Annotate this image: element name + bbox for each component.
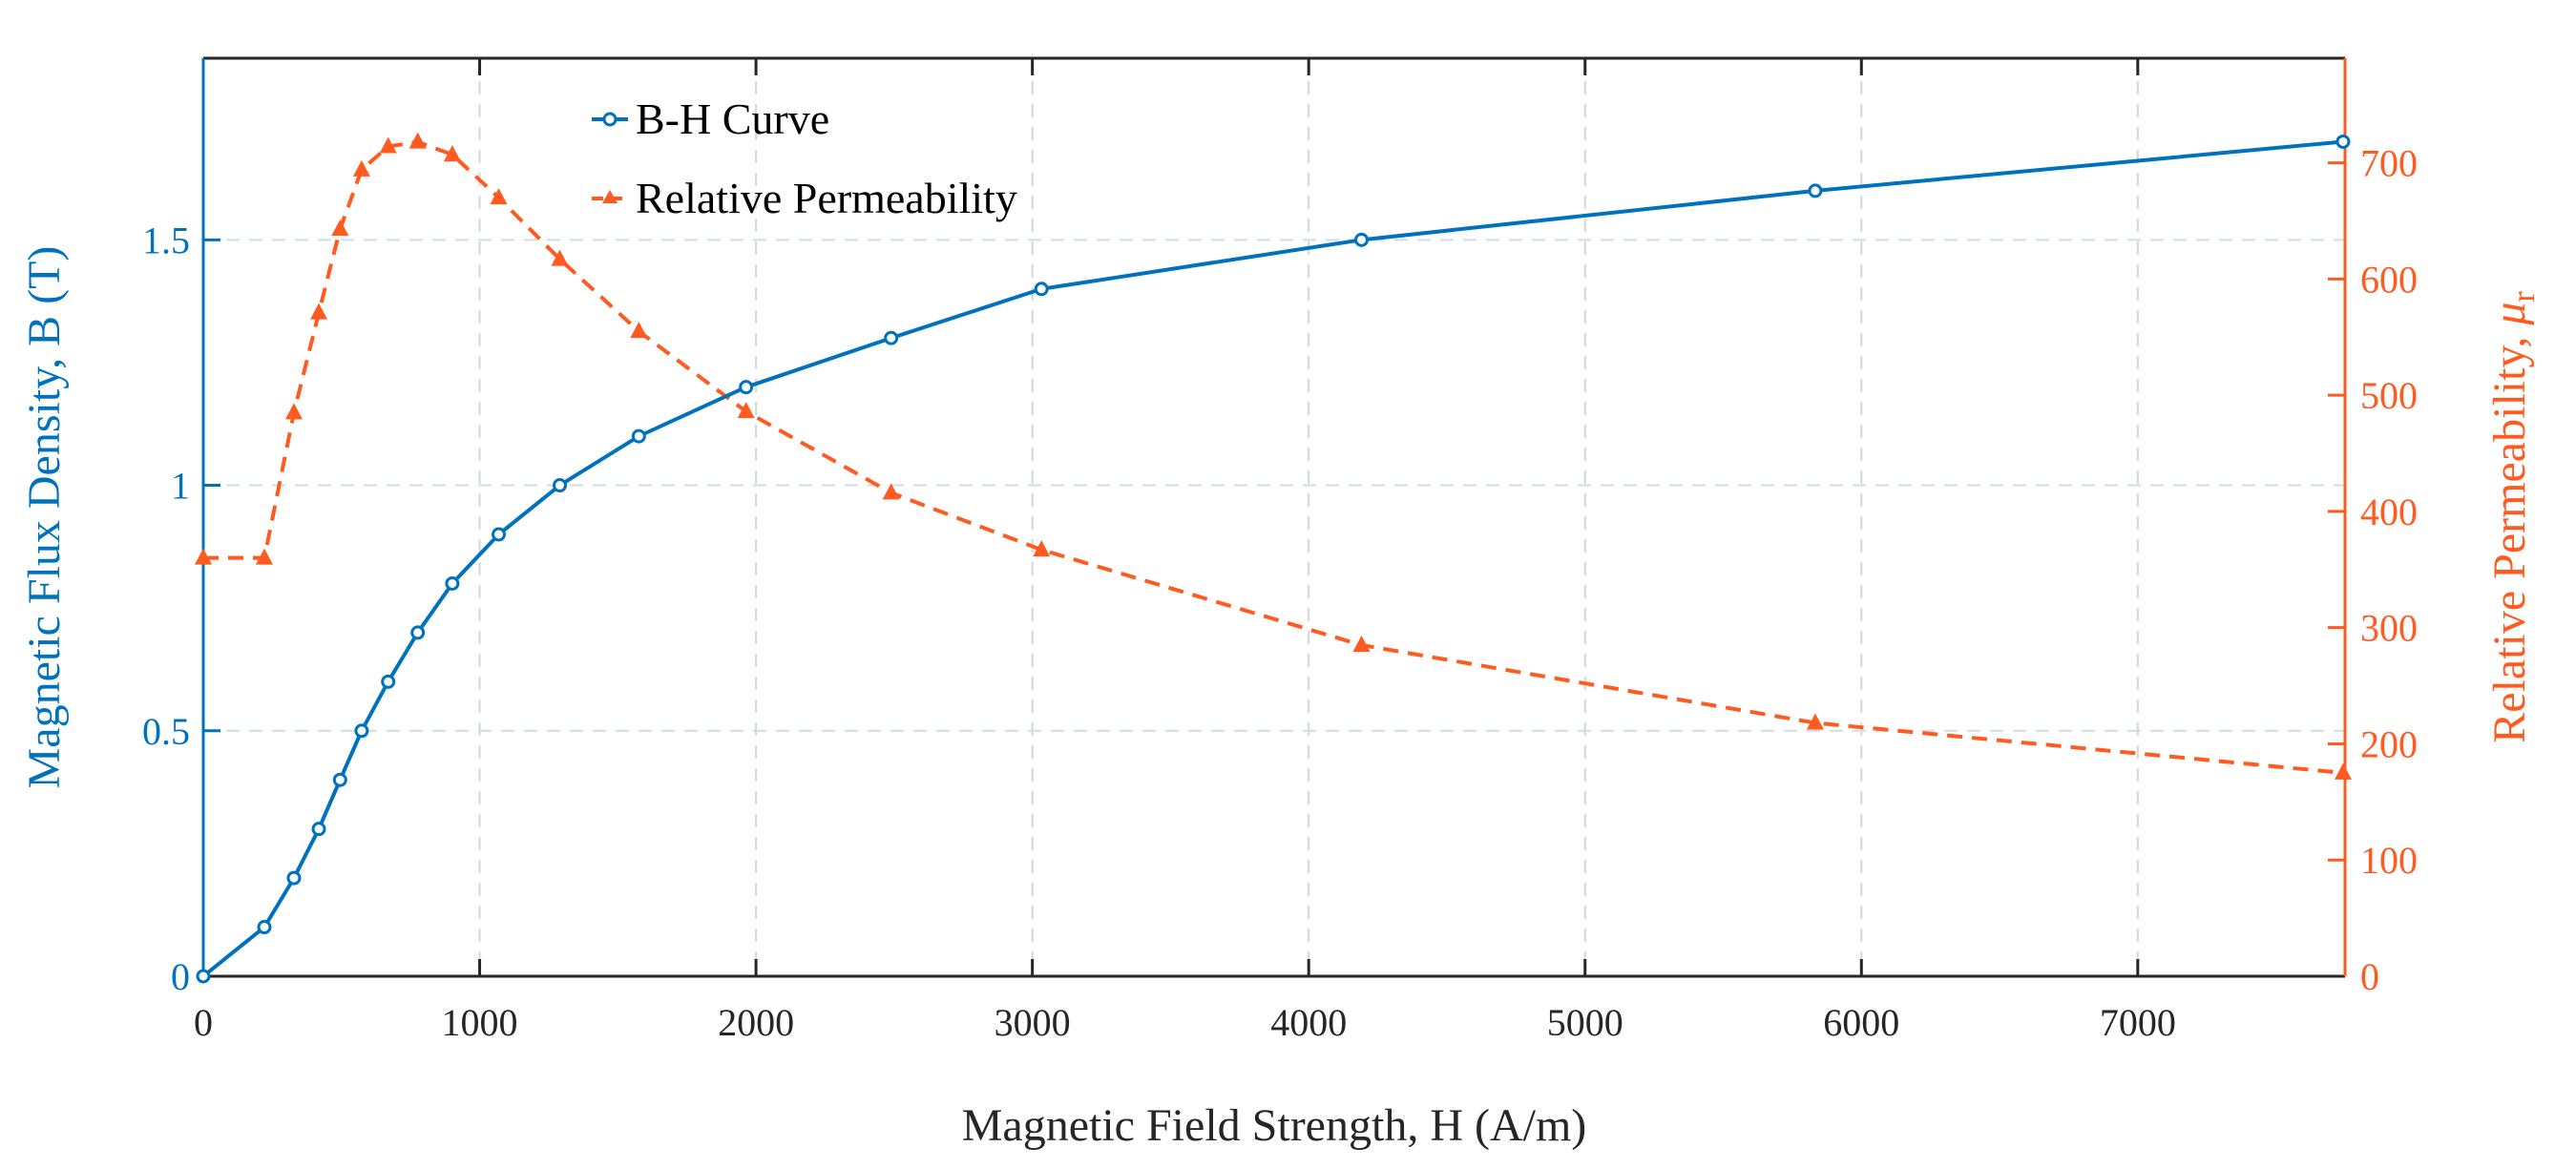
y-tick-label-right: 200 <box>2360 722 2418 765</box>
permeability-point <box>352 159 370 177</box>
series-layer <box>195 132 2352 984</box>
bh-curve-point <box>739 380 754 395</box>
legend-mu-label: Relative Permeability <box>636 174 1017 222</box>
bh-curve-point <box>196 969 211 984</box>
y-tick-label-right: 500 <box>2360 374 2418 417</box>
permeability-point <box>490 188 508 205</box>
permeability-point <box>408 132 427 149</box>
permeability-point <box>443 145 461 162</box>
bh-curve-point <box>311 822 326 837</box>
permeability-point <box>284 403 303 420</box>
permeability-point <box>882 483 900 500</box>
y-tick-label-left: 0.5 <box>142 710 190 753</box>
y-tick-label-right: 0 <box>2360 955 2379 998</box>
bh-curve-line <box>201 139 2344 978</box>
permeability-point <box>737 402 755 419</box>
permeability-point <box>255 548 273 565</box>
grid-lines <box>203 58 2345 976</box>
y-tick-label-right: 400 <box>2360 491 2418 533</box>
y-tick-label-left: 1.5 <box>142 219 190 261</box>
axes <box>201 56 2347 978</box>
permeability-point <box>1033 540 1051 557</box>
permeability-point <box>310 303 328 320</box>
x-axis-label: Magnetic Field Strength, H (A/m) <box>962 1100 1587 1151</box>
legend-bh-marker <box>602 112 618 127</box>
permeability-point <box>331 219 349 237</box>
permeability-point <box>379 136 397 154</box>
bh-curve-point <box>884 330 899 345</box>
legend-bh-label: B-H Curve <box>636 94 829 143</box>
permeability-point <box>630 322 648 339</box>
bh-curve-point <box>381 674 396 689</box>
bh-curve-point <box>286 870 302 886</box>
x-tick-label: 4000 <box>1270 1001 1347 1044</box>
y-tick-label-left: 0 <box>171 955 190 998</box>
y-axis-label-left: Magnetic Flux Density, B (T) <box>19 246 70 789</box>
x-tick-label: 0 <box>194 1001 213 1044</box>
bh-curve-point <box>492 527 507 542</box>
y-tick-label-right: 100 <box>2360 839 2418 882</box>
bh-curve-point <box>445 575 460 591</box>
bh-curve-point <box>1353 232 1369 247</box>
x-tick-label: 3000 <box>995 1001 1071 1044</box>
x-tick-label: 2000 <box>718 1001 794 1044</box>
x-tick-label: 6000 <box>1823 1001 1899 1044</box>
bh-curve-point <box>2335 134 2351 149</box>
bh-curve-point <box>354 723 369 739</box>
bh-curve-point <box>1034 282 1049 297</box>
permeability-line <box>203 139 2344 775</box>
permeability-point <box>195 548 212 565</box>
y-tick-label-right: 600 <box>2360 258 2418 301</box>
bh-curve-point <box>1808 183 1823 198</box>
permeability-point <box>1352 635 1371 652</box>
bh-curve-point <box>631 428 646 444</box>
bh-curve-point <box>332 772 347 787</box>
legend-mu-marker <box>602 190 618 203</box>
y-axis-label-right: Relative Permeability, μr <box>2484 291 2542 743</box>
x-tick-label: 1000 <box>442 1001 518 1044</box>
x-tick-label: 5000 <box>1547 1001 1623 1044</box>
permeability-point <box>551 249 569 266</box>
y-axis-label-right-text: Relative Permeability, <box>2484 325 2535 743</box>
y-tick-label-left: 1 <box>171 465 190 508</box>
legend: B-H Curve Relative Permeability <box>592 94 1017 222</box>
y-tick-label-right: 300 <box>2360 607 2418 650</box>
permeability-point <box>1806 713 1824 730</box>
mu-subscript: r <box>2506 291 2542 303</box>
x-tick-label: 7000 <box>2100 1001 2176 1044</box>
bh-curve-point <box>257 920 272 935</box>
bh-curve-point <box>553 478 568 493</box>
y-tick-label-right: 700 <box>2360 142 2418 185</box>
mu-symbol: μ <box>2484 303 2535 326</box>
bh-curve-point <box>410 625 426 640</box>
permeability-point <box>2334 762 2352 780</box>
tick-labels: 0 1000 2000 3000 4000 5000 6000 7000 0 0.5 1 1.5 0 10… <box>142 142 2418 1044</box>
